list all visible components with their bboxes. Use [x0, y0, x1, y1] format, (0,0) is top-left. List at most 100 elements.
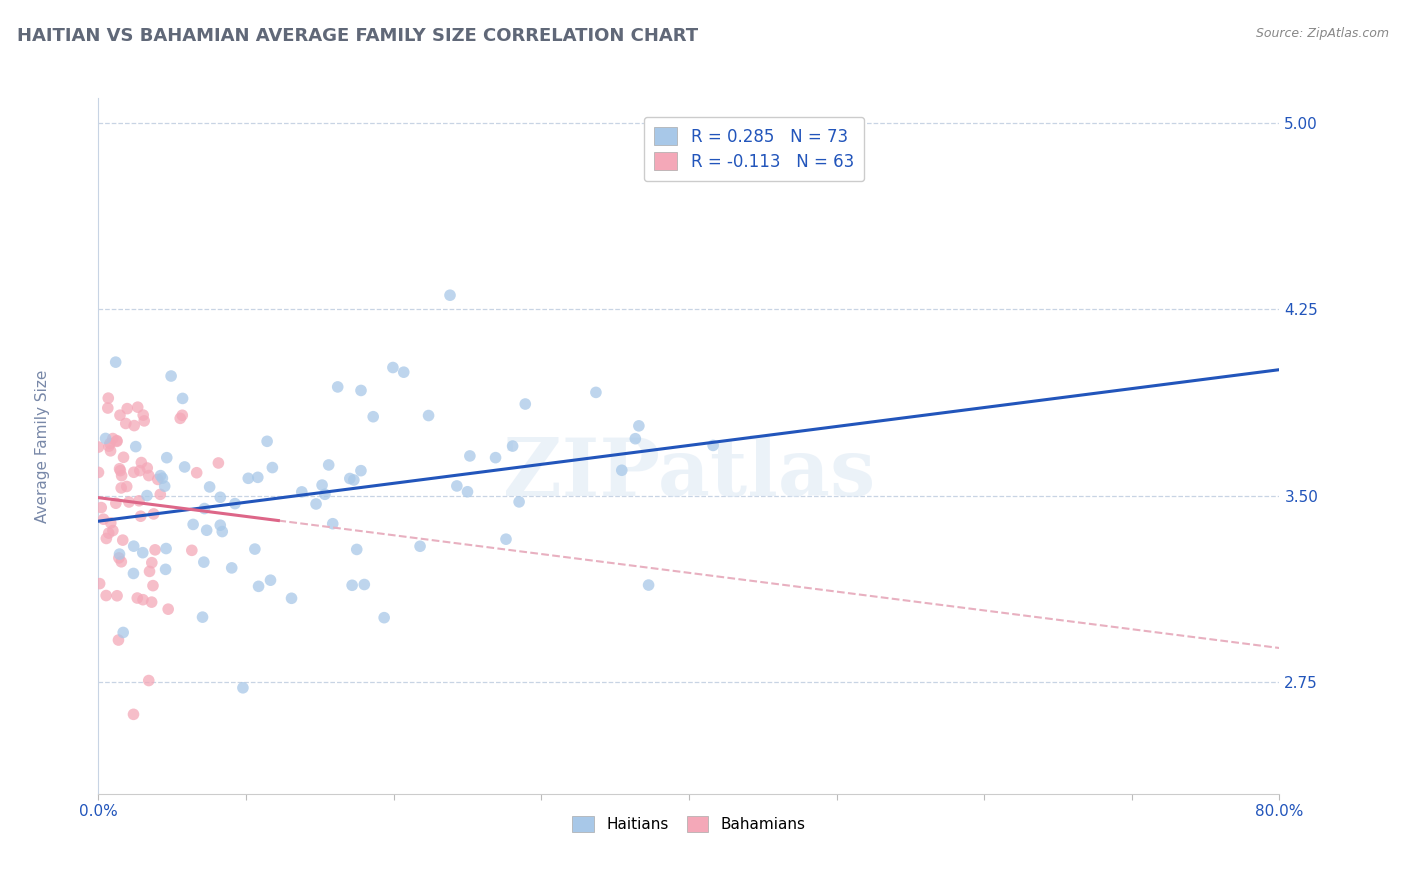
Point — [311, 478, 333, 492]
Point — [361, 409, 384, 424]
Point — [110, 481, 132, 495]
Point — [280, 591, 302, 606]
Point — [132, 546, 155, 560]
Point — [110, 464, 132, 478]
Point — [114, 417, 136, 431]
Point — [585, 385, 607, 400]
Point — [350, 384, 373, 398]
Point — [104, 496, 127, 510]
Point — [322, 516, 344, 531]
Point — [305, 497, 328, 511]
Point — [97, 401, 120, 415]
Point — [87, 466, 110, 480]
Point — [138, 565, 160, 579]
Point — [131, 456, 153, 470]
Point — [143, 542, 166, 557]
Point — [232, 681, 254, 695]
Point — [115, 401, 138, 416]
Point — [150, 471, 173, 485]
Point — [326, 380, 349, 394]
Point — [211, 524, 233, 539]
Point — [129, 509, 152, 524]
Point — [122, 418, 145, 433]
Point — [105, 589, 128, 603]
Point — [111, 468, 134, 483]
Point — [702, 438, 724, 452]
Point — [108, 550, 131, 565]
Point — [127, 400, 149, 414]
Point — [373, 610, 395, 624]
Point — [153, 479, 176, 493]
Point — [87, 440, 110, 454]
Point — [108, 461, 131, 475]
Point — [191, 610, 214, 624]
Point — [637, 578, 659, 592]
Point — [132, 592, 155, 607]
Point — [350, 464, 373, 478]
Point — [207, 456, 229, 470]
Point — [108, 547, 131, 561]
Point — [193, 501, 215, 516]
Point — [146, 472, 169, 486]
Point — [157, 602, 180, 616]
Point — [181, 517, 204, 532]
Point — [259, 573, 281, 587]
Point — [198, 480, 221, 494]
Point — [90, 500, 112, 515]
Point — [100, 443, 122, 458]
Point — [353, 577, 375, 591]
Point — [93, 512, 115, 526]
Point — [409, 539, 432, 553]
Text: Source: ZipAtlas.com: Source: ZipAtlas.com — [1256, 27, 1389, 40]
Point — [141, 595, 163, 609]
Point — [160, 369, 183, 384]
Point — [418, 409, 440, 423]
Point — [172, 392, 194, 406]
Point — [262, 460, 284, 475]
Point — [96, 532, 118, 546]
Point — [97, 391, 120, 405]
Point — [112, 625, 135, 640]
Point — [172, 409, 194, 423]
Point — [125, 440, 148, 454]
Text: ZIPatlas: ZIPatlas — [503, 434, 875, 513]
Point — [122, 566, 145, 581]
Text: HAITIAN VS BAHAMIAN AVERAGE FAMILY SIZE CORRELATION CHART: HAITIAN VS BAHAMIAN AVERAGE FAMILY SIZE … — [17, 27, 697, 45]
Point — [115, 479, 138, 493]
Point — [238, 471, 260, 485]
Point — [221, 561, 243, 575]
Legend: Haitians, Bahamians: Haitians, Bahamians — [567, 810, 811, 838]
Point — [291, 484, 314, 499]
Point — [186, 466, 208, 480]
Point — [98, 436, 121, 450]
Point — [439, 288, 461, 302]
Point — [142, 507, 165, 521]
Point — [343, 473, 366, 487]
Point — [340, 578, 363, 592]
Point — [122, 465, 145, 479]
Point — [318, 458, 340, 472]
Point — [128, 493, 150, 508]
Point — [156, 450, 179, 465]
Point — [132, 408, 155, 422]
Point — [101, 524, 124, 538]
Point — [97, 439, 120, 453]
Point — [149, 468, 172, 483]
Point — [224, 497, 246, 511]
Point — [314, 487, 336, 501]
Point — [173, 459, 195, 474]
Point — [105, 434, 128, 448]
Point — [495, 532, 517, 546]
Point — [142, 579, 165, 593]
Point — [610, 463, 633, 477]
Point — [256, 434, 278, 449]
Point — [193, 555, 215, 569]
Point — [243, 542, 266, 557]
Point — [149, 487, 172, 501]
Point — [101, 432, 124, 446]
Point — [627, 418, 650, 433]
Point — [110, 555, 132, 569]
Point — [392, 365, 415, 379]
Point — [118, 495, 141, 509]
Point — [122, 539, 145, 553]
